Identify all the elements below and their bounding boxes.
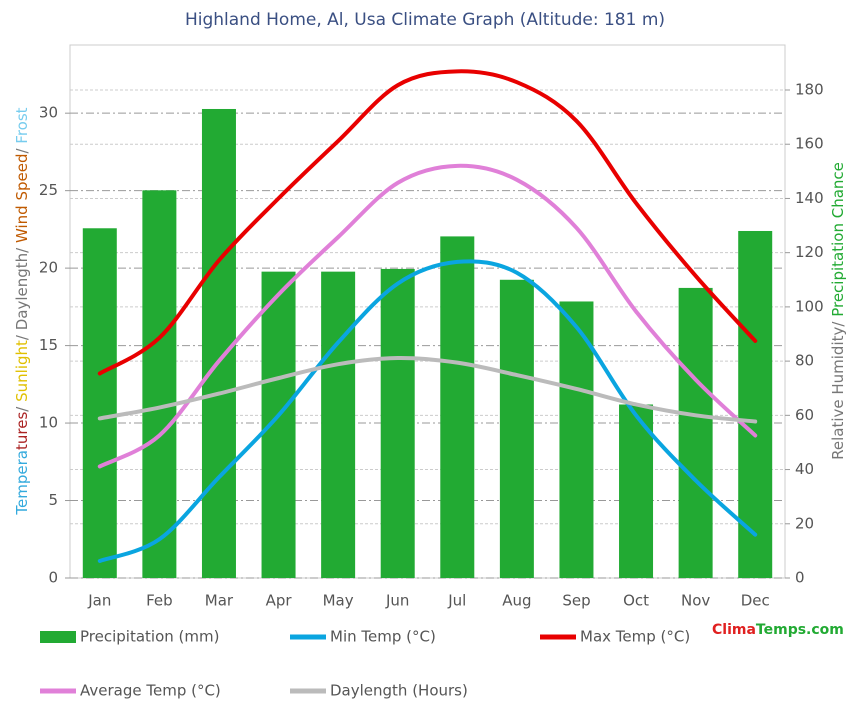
y-tick-label: 30 bbox=[39, 104, 58, 122]
legend-label: Max Temp (°C) bbox=[580, 628, 690, 646]
label-part: / bbox=[13, 144, 31, 154]
line bbox=[97, 355, 758, 424]
y2-tick-label: 120 bbox=[795, 243, 824, 261]
bar bbox=[201, 108, 236, 578]
brand-part: Clima bbox=[712, 622, 756, 638]
x-tick-label: Mar bbox=[205, 592, 234, 610]
y-tick-label: 15 bbox=[39, 336, 58, 354]
y-tick-label: 0 bbox=[48, 569, 58, 587]
y2-tick-label: 100 bbox=[795, 297, 824, 315]
label-part: Sunlight bbox=[13, 340, 31, 402]
label-part: tures bbox=[13, 412, 31, 450]
legend-label: Daylength (Hours) bbox=[330, 682, 468, 700]
x-tick-label: Jul bbox=[447, 592, 466, 610]
legend-label: Precipitation (mm) bbox=[80, 628, 219, 646]
y-tick-label: 10 bbox=[39, 414, 58, 432]
x-tick-label: Aug bbox=[502, 592, 531, 610]
bar bbox=[142, 190, 177, 579]
bar bbox=[261, 271, 296, 578]
x-tick-label: Apr bbox=[266, 592, 293, 610]
y-tick-label: 5 bbox=[48, 491, 58, 509]
y2-tick-label: 60 bbox=[795, 406, 814, 424]
y-tick-label: 25 bbox=[39, 181, 58, 199]
y2-tick-label: 0 bbox=[795, 569, 805, 587]
x-tick-label: May bbox=[323, 592, 354, 610]
label-part: Wind Speed bbox=[13, 154, 31, 244]
plot-frame bbox=[69, 44, 786, 579]
y-axis-label: Temperatures/ Sunlight/ Daylength/ Wind … bbox=[13, 107, 31, 515]
y2-tick-label: 180 bbox=[795, 81, 824, 99]
chart-title: Highland Home, Al, Usa Climate Graph (Al… bbox=[185, 10, 665, 30]
bar bbox=[82, 228, 117, 578]
x-tick-label: Jan bbox=[87, 592, 111, 610]
label-part: / Daylength/ bbox=[13, 243, 31, 340]
label-part: Tempera bbox=[13, 450, 31, 516]
legend-label: Average Temp (°C) bbox=[80, 682, 221, 700]
x-tick-label: Nov bbox=[681, 592, 710, 610]
y2-tick-label: 20 bbox=[795, 514, 814, 532]
bar bbox=[738, 230, 773, 579]
y2-axis-label: Relative Humidity/ Precipitation Chance bbox=[829, 162, 847, 460]
label-part: / bbox=[13, 402, 31, 412]
bar bbox=[678, 287, 713, 578]
line bbox=[97, 163, 758, 469]
y2-tick-label: 80 bbox=[795, 352, 814, 370]
x-tick-label: Dec bbox=[741, 592, 770, 610]
line bbox=[97, 69, 758, 376]
legend-swatch bbox=[40, 631, 76, 643]
brand-part: Temps.com bbox=[756, 622, 844, 638]
legend-label: Min Temp (°C) bbox=[330, 628, 436, 646]
bar bbox=[321, 271, 356, 578]
bar bbox=[559, 301, 594, 578]
x-tick-label: Sep bbox=[562, 592, 590, 610]
y-tick-label: 20 bbox=[39, 259, 58, 277]
y2-tick-label: 40 bbox=[795, 460, 814, 478]
x-tick-label: Feb bbox=[146, 592, 173, 610]
brand: ClimaTemps.com bbox=[712, 622, 844, 638]
label-part: Frost bbox=[13, 107, 31, 143]
label-part: Relative Humidity/ bbox=[829, 317, 847, 460]
bar bbox=[619, 404, 654, 578]
bar bbox=[499, 279, 534, 578]
bar bbox=[440, 236, 475, 579]
x-tick-label: Oct bbox=[623, 592, 649, 610]
line bbox=[97, 259, 758, 563]
bar bbox=[380, 268, 415, 578]
y2-tick-label: 160 bbox=[795, 135, 824, 153]
label-part: Precipitation Chance bbox=[829, 162, 847, 317]
x-tick-label: Jun bbox=[385, 592, 409, 610]
y2-tick-label: 140 bbox=[795, 189, 824, 207]
